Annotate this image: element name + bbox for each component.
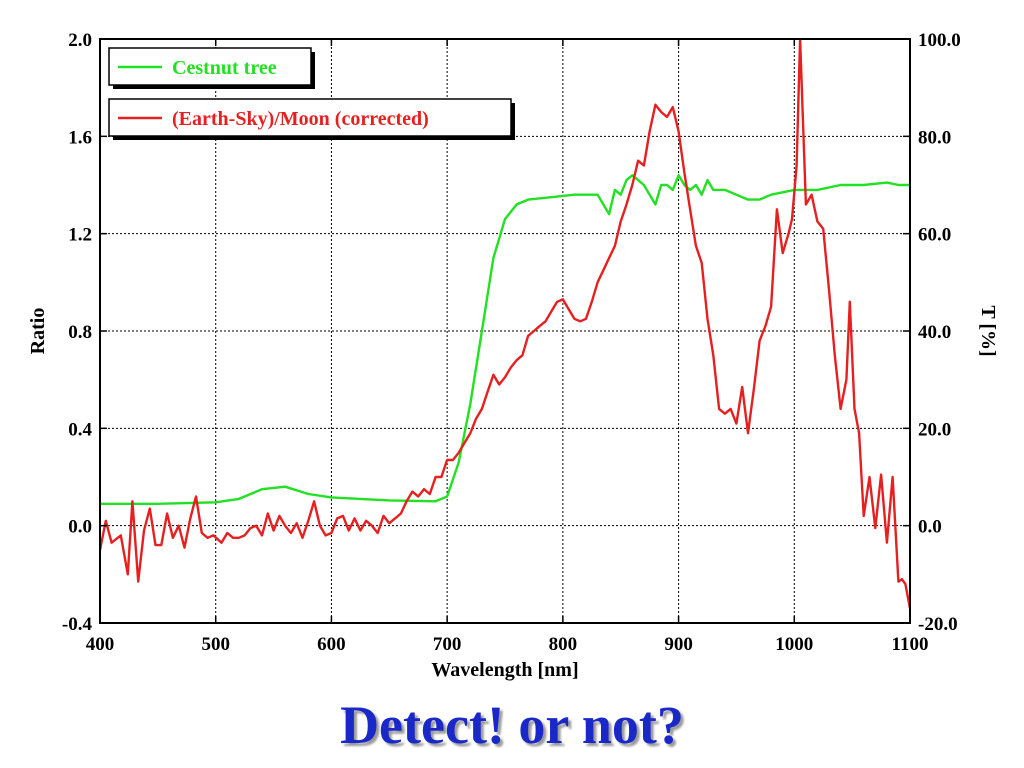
legend-box xyxy=(108,98,512,137)
legend-entry-cestnut-tree: Cestnut tree xyxy=(108,47,315,89)
legend: Cestnut tree (Earth-Sky)/Moon (corrected… xyxy=(108,47,515,140)
tick-marks xyxy=(99,38,911,624)
right-y-tick-label: 20.0 xyxy=(918,419,951,440)
legend-entry-earth-sky-moon: (Earth-Sky)/Moon (corrected) xyxy=(108,98,515,140)
legend-box xyxy=(108,47,312,86)
y-tick-labels: -0.4 0.0 0.4 0.8 1.2 1.6 2.0 xyxy=(62,30,93,635)
x-tick-label: 400 xyxy=(86,634,115,655)
right-y-tick-label: 80.0 xyxy=(918,127,951,148)
right-y-tick-label: 100.0 xyxy=(918,30,961,51)
x-tick-labels: 400 500 600 700 800 900 1000 1100 xyxy=(86,634,929,655)
right-y-axis-label: T [%] xyxy=(977,305,999,356)
y-tick-label: -0.4 xyxy=(62,614,93,635)
y-tick-label: 0.0 xyxy=(68,517,92,538)
y-tick-label: 1.2 xyxy=(68,225,92,246)
x-tick-label: 1000 xyxy=(775,634,813,655)
x-tick-label: 1100 xyxy=(892,634,929,655)
right-y-tick-label: 40.0 xyxy=(918,322,951,343)
legend-label: Cestnut tree xyxy=(172,57,277,79)
x-tick-label: 700 xyxy=(433,634,462,655)
x-tick-label: 600 xyxy=(317,634,346,655)
right-y-tick-label: -20.0 xyxy=(918,614,958,635)
slide-caption: Detect! or not? xyxy=(340,695,684,755)
y-tick-label: 2.0 xyxy=(68,30,92,51)
x-tick-label: 800 xyxy=(549,634,578,655)
legend-label: (Earth-Sky)/Moon (corrected) xyxy=(172,108,429,130)
y-axis-label: Ratio xyxy=(27,308,49,355)
y-tick-label: 0.8 xyxy=(68,322,92,343)
y-tick-label: 1.6 xyxy=(68,127,92,148)
series-line-cestnut-tree xyxy=(100,174,910,505)
x-tick-label: 900 xyxy=(664,634,693,655)
x-axis-label: Wavelength [nm] xyxy=(431,659,578,681)
y-tick-label: 0.4 xyxy=(68,419,92,440)
right-y-tick-label: 0.0 xyxy=(918,517,942,538)
right-y-tick-labels: -20.0 0.0 20.0 40.0 60.0 80.0 100.0 xyxy=(918,30,961,635)
series-layer xyxy=(100,39,910,609)
x-tick-label: 500 xyxy=(201,634,230,655)
series-line-earth-sky-moon xyxy=(100,39,910,609)
right-y-tick-label: 60.0 xyxy=(918,225,951,246)
